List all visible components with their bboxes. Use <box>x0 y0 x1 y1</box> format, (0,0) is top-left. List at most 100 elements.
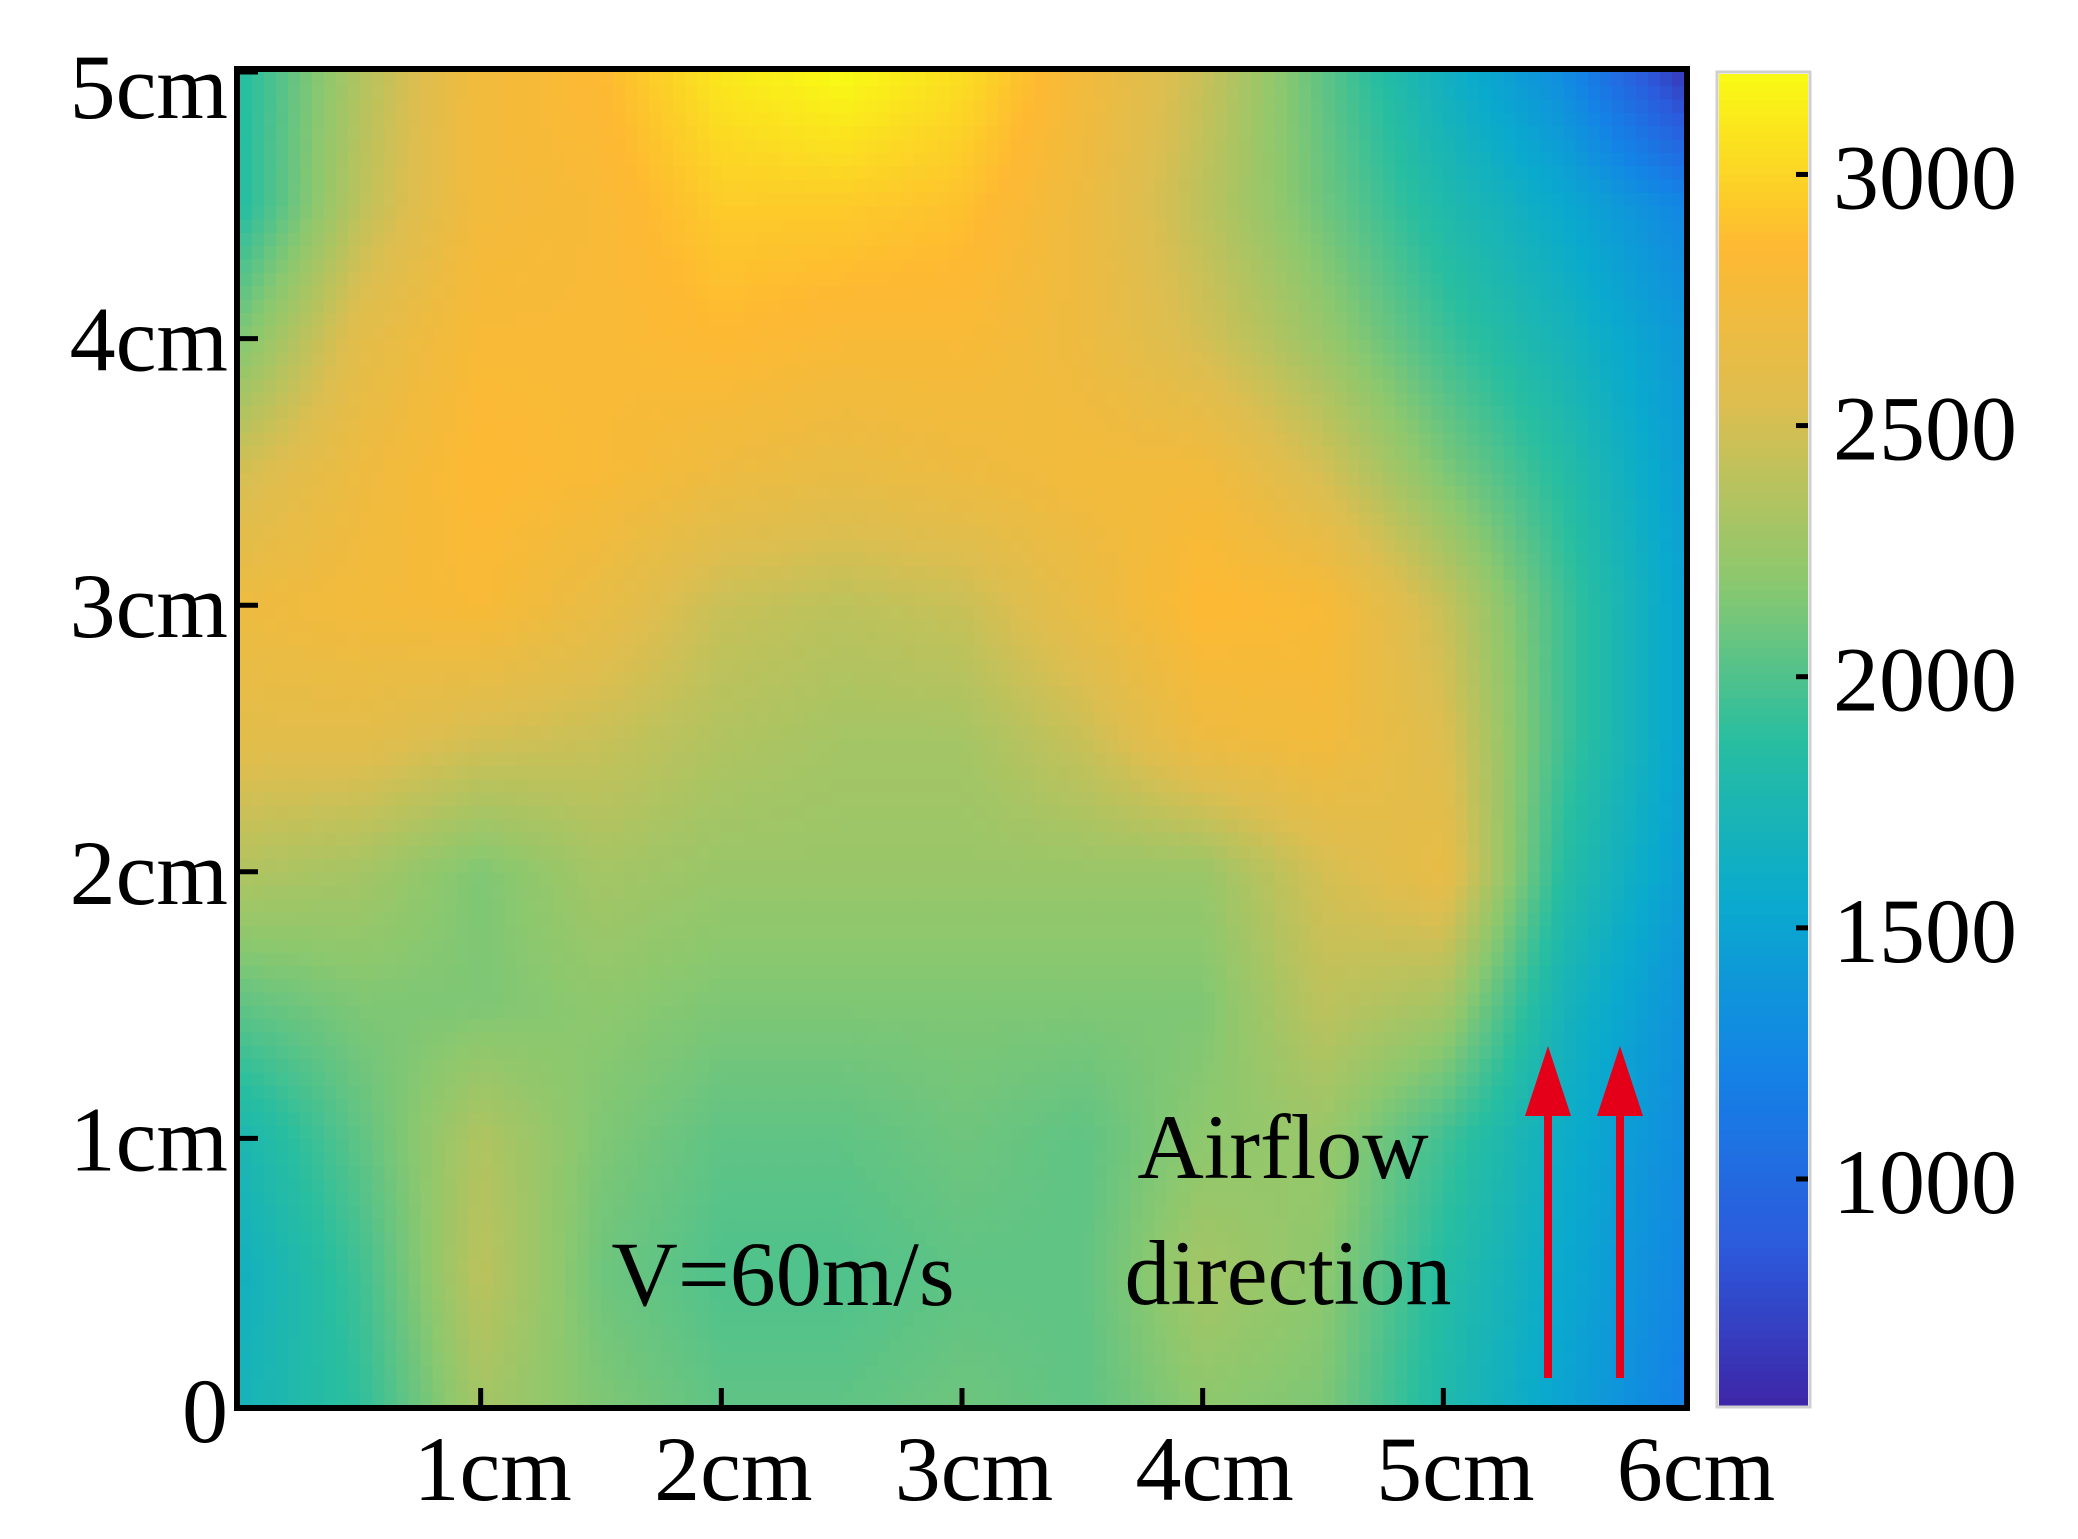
heatmap-cell <box>625 1365 638 1380</box>
heatmap-cell <box>444 1298 458 1313</box>
heatmap-cell <box>1046 1125 1060 1140</box>
heatmap-cell <box>1046 1165 1060 1180</box>
heatmap-cell <box>1563 938 1577 953</box>
heatmap-cell <box>240 1151 253 1166</box>
heatmap-cell <box>1635 1018 1649 1033</box>
heatmap-cell <box>745 885 759 900</box>
heatmap-cell <box>649 938 662 953</box>
heatmap-cell <box>757 1098 771 1113</box>
heatmap-cell <box>889 1271 903 1286</box>
heatmap-cell <box>1551 1178 1565 1193</box>
heatmap-cell <box>974 1138 987 1153</box>
heatmap-cell <box>817 871 831 886</box>
heatmap-cell <box>877 1085 891 1100</box>
heatmap-cell <box>1130 1071 1144 1086</box>
heatmap-cell <box>1515 1391 1529 1406</box>
heatmap-cell <box>300 885 313 900</box>
heatmap-cell <box>468 1258 482 1273</box>
heatmap-cell <box>420 1151 434 1166</box>
heatmap-cell <box>1274 1285 1288 1300</box>
heatmap-cell <box>1611 951 1625 966</box>
heatmap-cell <box>528 1138 542 1153</box>
heatmap-cell <box>264 1031 277 1046</box>
heatmap-cell <box>420 925 434 940</box>
heatmap-cell <box>420 1205 434 1220</box>
heatmap-cell <box>1238 1271 1252 1286</box>
heatmap-cell <box>348 1205 362 1220</box>
heatmap-cell <box>925 1071 939 1086</box>
heatmap-cell <box>986 1231 999 1246</box>
heatmap-cell <box>288 1058 301 1073</box>
heatmap-cell <box>1094 1338 1108 1353</box>
heatmap-cell <box>901 1125 915 1140</box>
heatmap-cell <box>745 1138 759 1153</box>
heatmap-cell <box>1070 1271 1084 1286</box>
heatmap-cell <box>432 1245 446 1260</box>
heatmap-cell <box>384 1378 398 1393</box>
heatmap-cell <box>1527 1391 1541 1406</box>
heatmap-cell <box>877 898 891 913</box>
heatmap-cell <box>240 1218 253 1233</box>
heatmap-cell <box>793 885 807 900</box>
heatmap-cell <box>829 1031 843 1046</box>
heatmap-cell <box>1371 1205 1384 1220</box>
heatmap-cell <box>504 1258 518 1273</box>
heatmap-cell <box>1082 1138 1096 1153</box>
heatmap-cell <box>998 1125 1011 1140</box>
heatmap-cell <box>1130 1298 1144 1313</box>
heatmap-cell <box>1058 871 1072 886</box>
heatmap-cell <box>1539 1018 1553 1033</box>
heatmap-cell <box>1467 1111 1481 1126</box>
heatmap-cell <box>1635 1285 1649 1300</box>
heatmap-cell <box>697 1338 711 1353</box>
heatmap-cell <box>781 1338 795 1353</box>
heatmap-cell <box>1491 1298 1505 1313</box>
heatmap-cell <box>829 1018 843 1033</box>
heatmap-cell <box>949 1205 963 1220</box>
heatmap-cell <box>1046 1138 1060 1153</box>
heatmap-cell <box>1479 1138 1493 1153</box>
heatmap-cell <box>1503 1338 1517 1353</box>
heatmap-cell <box>757 1165 771 1180</box>
heatmap-cell <box>1010 1245 1023 1260</box>
heatmap-cell <box>1226 1205 1240 1220</box>
heatmap-cell <box>1178 1351 1192 1366</box>
heatmap-cell <box>1238 1298 1252 1313</box>
heatmap-cell <box>1455 1151 1469 1166</box>
heatmap-cell <box>408 1138 422 1153</box>
heatmap-cell <box>324 885 338 900</box>
heatmap-cell <box>1166 1005 1180 1020</box>
heatmap-cell <box>1443 1138 1457 1153</box>
heatmap-cell <box>396 858 410 873</box>
heatmap-cell <box>1479 1351 1493 1366</box>
heatmap-cell <box>252 845 265 860</box>
heatmap-cell <box>745 845 759 860</box>
heatmap-cell <box>1359 925 1372 940</box>
heatmap-cell <box>492 1378 506 1393</box>
heatmap-cell <box>1274 1378 1288 1393</box>
heatmap-cell <box>288 1245 301 1260</box>
heatmap-cell <box>781 1018 795 1033</box>
heatmap-cell <box>1359 858 1372 873</box>
heatmap-cell <box>1082 1378 1096 1393</box>
heatmap-cell <box>1503 1071 1517 1086</box>
heatmap-cell <box>1431 1365 1445 1380</box>
heatmap-cell <box>697 1111 711 1126</box>
heatmap-cell <box>552 1071 566 1086</box>
heatmap-cell <box>637 1258 650 1273</box>
heatmap-cell <box>733 885 747 900</box>
heatmap-cell <box>1395 1311 1409 1326</box>
heatmap-cell <box>1335 1311 1348 1326</box>
heatmap-cell <box>1142 1071 1156 1086</box>
heatmap-cell <box>1407 978 1421 993</box>
heatmap-cell <box>1659 1365 1673 1380</box>
heatmap-cell <box>396 1285 410 1300</box>
heatmap-cell <box>901 978 915 993</box>
heatmap-cell <box>817 858 831 873</box>
heatmap-cell <box>252 1058 265 1073</box>
heatmap-cell <box>769 871 783 886</box>
heatmap-cell <box>901 1138 915 1153</box>
heatmap-cell <box>998 1191 1011 1206</box>
heatmap-cell <box>913 1311 927 1326</box>
heatmap-cell <box>637 965 650 980</box>
